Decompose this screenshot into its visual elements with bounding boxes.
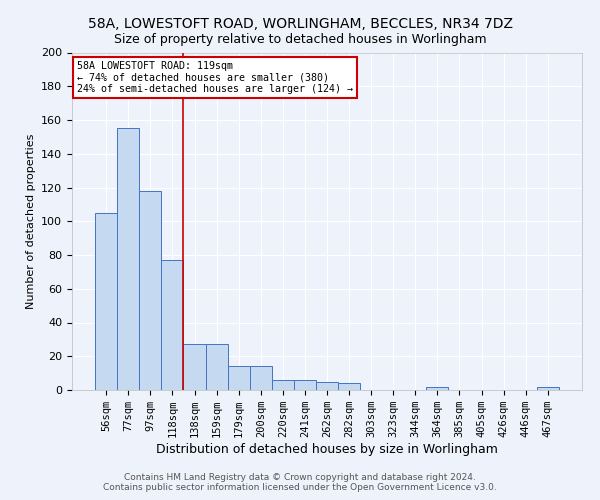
Bar xyxy=(117,128,139,390)
Y-axis label: Number of detached properties: Number of detached properties xyxy=(26,134,35,309)
Bar xyxy=(227,366,250,390)
Bar xyxy=(272,380,294,390)
Bar xyxy=(139,191,161,390)
Bar xyxy=(161,260,184,390)
Bar xyxy=(184,344,206,390)
Bar xyxy=(294,380,316,390)
Text: 58A LOWESTOFT ROAD: 119sqm
← 74% of detached houses are smaller (380)
24% of sem: 58A LOWESTOFT ROAD: 119sqm ← 74% of deta… xyxy=(77,61,353,94)
Bar xyxy=(206,344,227,390)
Text: 58A, LOWESTOFT ROAD, WORLINGHAM, BECCLES, NR34 7DZ: 58A, LOWESTOFT ROAD, WORLINGHAM, BECCLES… xyxy=(88,18,512,32)
Bar xyxy=(338,383,360,390)
Text: Contains HM Land Registry data © Crown copyright and database right 2024.
Contai: Contains HM Land Registry data © Crown c… xyxy=(103,473,497,492)
Text: Size of property relative to detached houses in Worlingham: Size of property relative to detached ho… xyxy=(113,32,487,46)
Bar xyxy=(316,382,338,390)
X-axis label: Distribution of detached houses by size in Worlingham: Distribution of detached houses by size … xyxy=(156,443,498,456)
Bar xyxy=(95,213,117,390)
Bar xyxy=(250,366,272,390)
Bar xyxy=(427,386,448,390)
Bar xyxy=(537,386,559,390)
